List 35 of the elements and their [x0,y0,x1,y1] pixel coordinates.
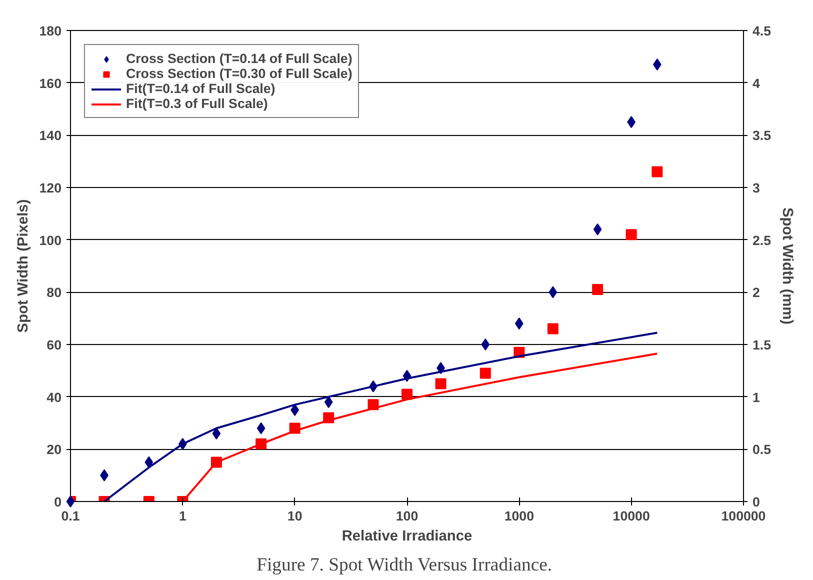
y-tick-label: 60 [46,338,62,352]
y-tick-label: 40 [46,390,62,405]
y2-tick-label: 2 [752,285,760,300]
legend-label: Fit(T=0.14 of Full Scale) [126,81,276,96]
x-tick-label: 1000 [504,508,534,524]
y2-tick-label: 0 [752,494,760,510]
y2-tick-label: 4 [752,76,760,91]
y-tick-label: 160 [39,76,62,91]
x-tick-label: 10 [287,508,302,524]
x-tick-label: 100 [396,508,418,524]
legend-label: Cross Section (T=0.14 of Full Scale) [126,51,352,66]
caption: Figure 7. Spot Width Versus Irradiance. [256,554,552,576]
y-tick-label: 140 [39,128,62,144]
y2-axis-title: Spot Width (mm) [779,207,796,325]
y2-tick-label: 0.5 [752,442,772,458]
y-tick-label: 80 [46,285,62,300]
y2-tick-label: 3.5 [752,128,772,144]
legend-label: Cross Section (T=0.30 of Full Scale) [126,66,352,81]
y2-tick-label: 1 [752,390,760,405]
x-axis-title: Relative Irradiance [342,528,472,544]
x-tick-label: 0.1 [61,508,80,524]
x-tick-label: 100000 [721,508,766,524]
y2-tick-label: 1.5 [752,338,772,352]
y-tick-label: 0 [54,494,62,510]
y-tick-label: 180 [39,24,62,38]
x-tick-label: 1 [178,508,187,524]
y-tick-label: 100 [39,232,62,248]
y-tick-label: 20 [46,442,62,458]
y2-tick-label: 2.5 [752,232,772,248]
y-axis-title: Spot Width (Pixels) [15,199,32,333]
x-tick-label: 10000 [612,508,650,524]
y2-tick-label: 4.5 [752,24,772,38]
y-tick-label: 120 [39,180,62,196]
legend-label: Fit(T=0.3 of Full Scale) [126,96,268,111]
y2-tick-label: 3 [752,180,760,196]
